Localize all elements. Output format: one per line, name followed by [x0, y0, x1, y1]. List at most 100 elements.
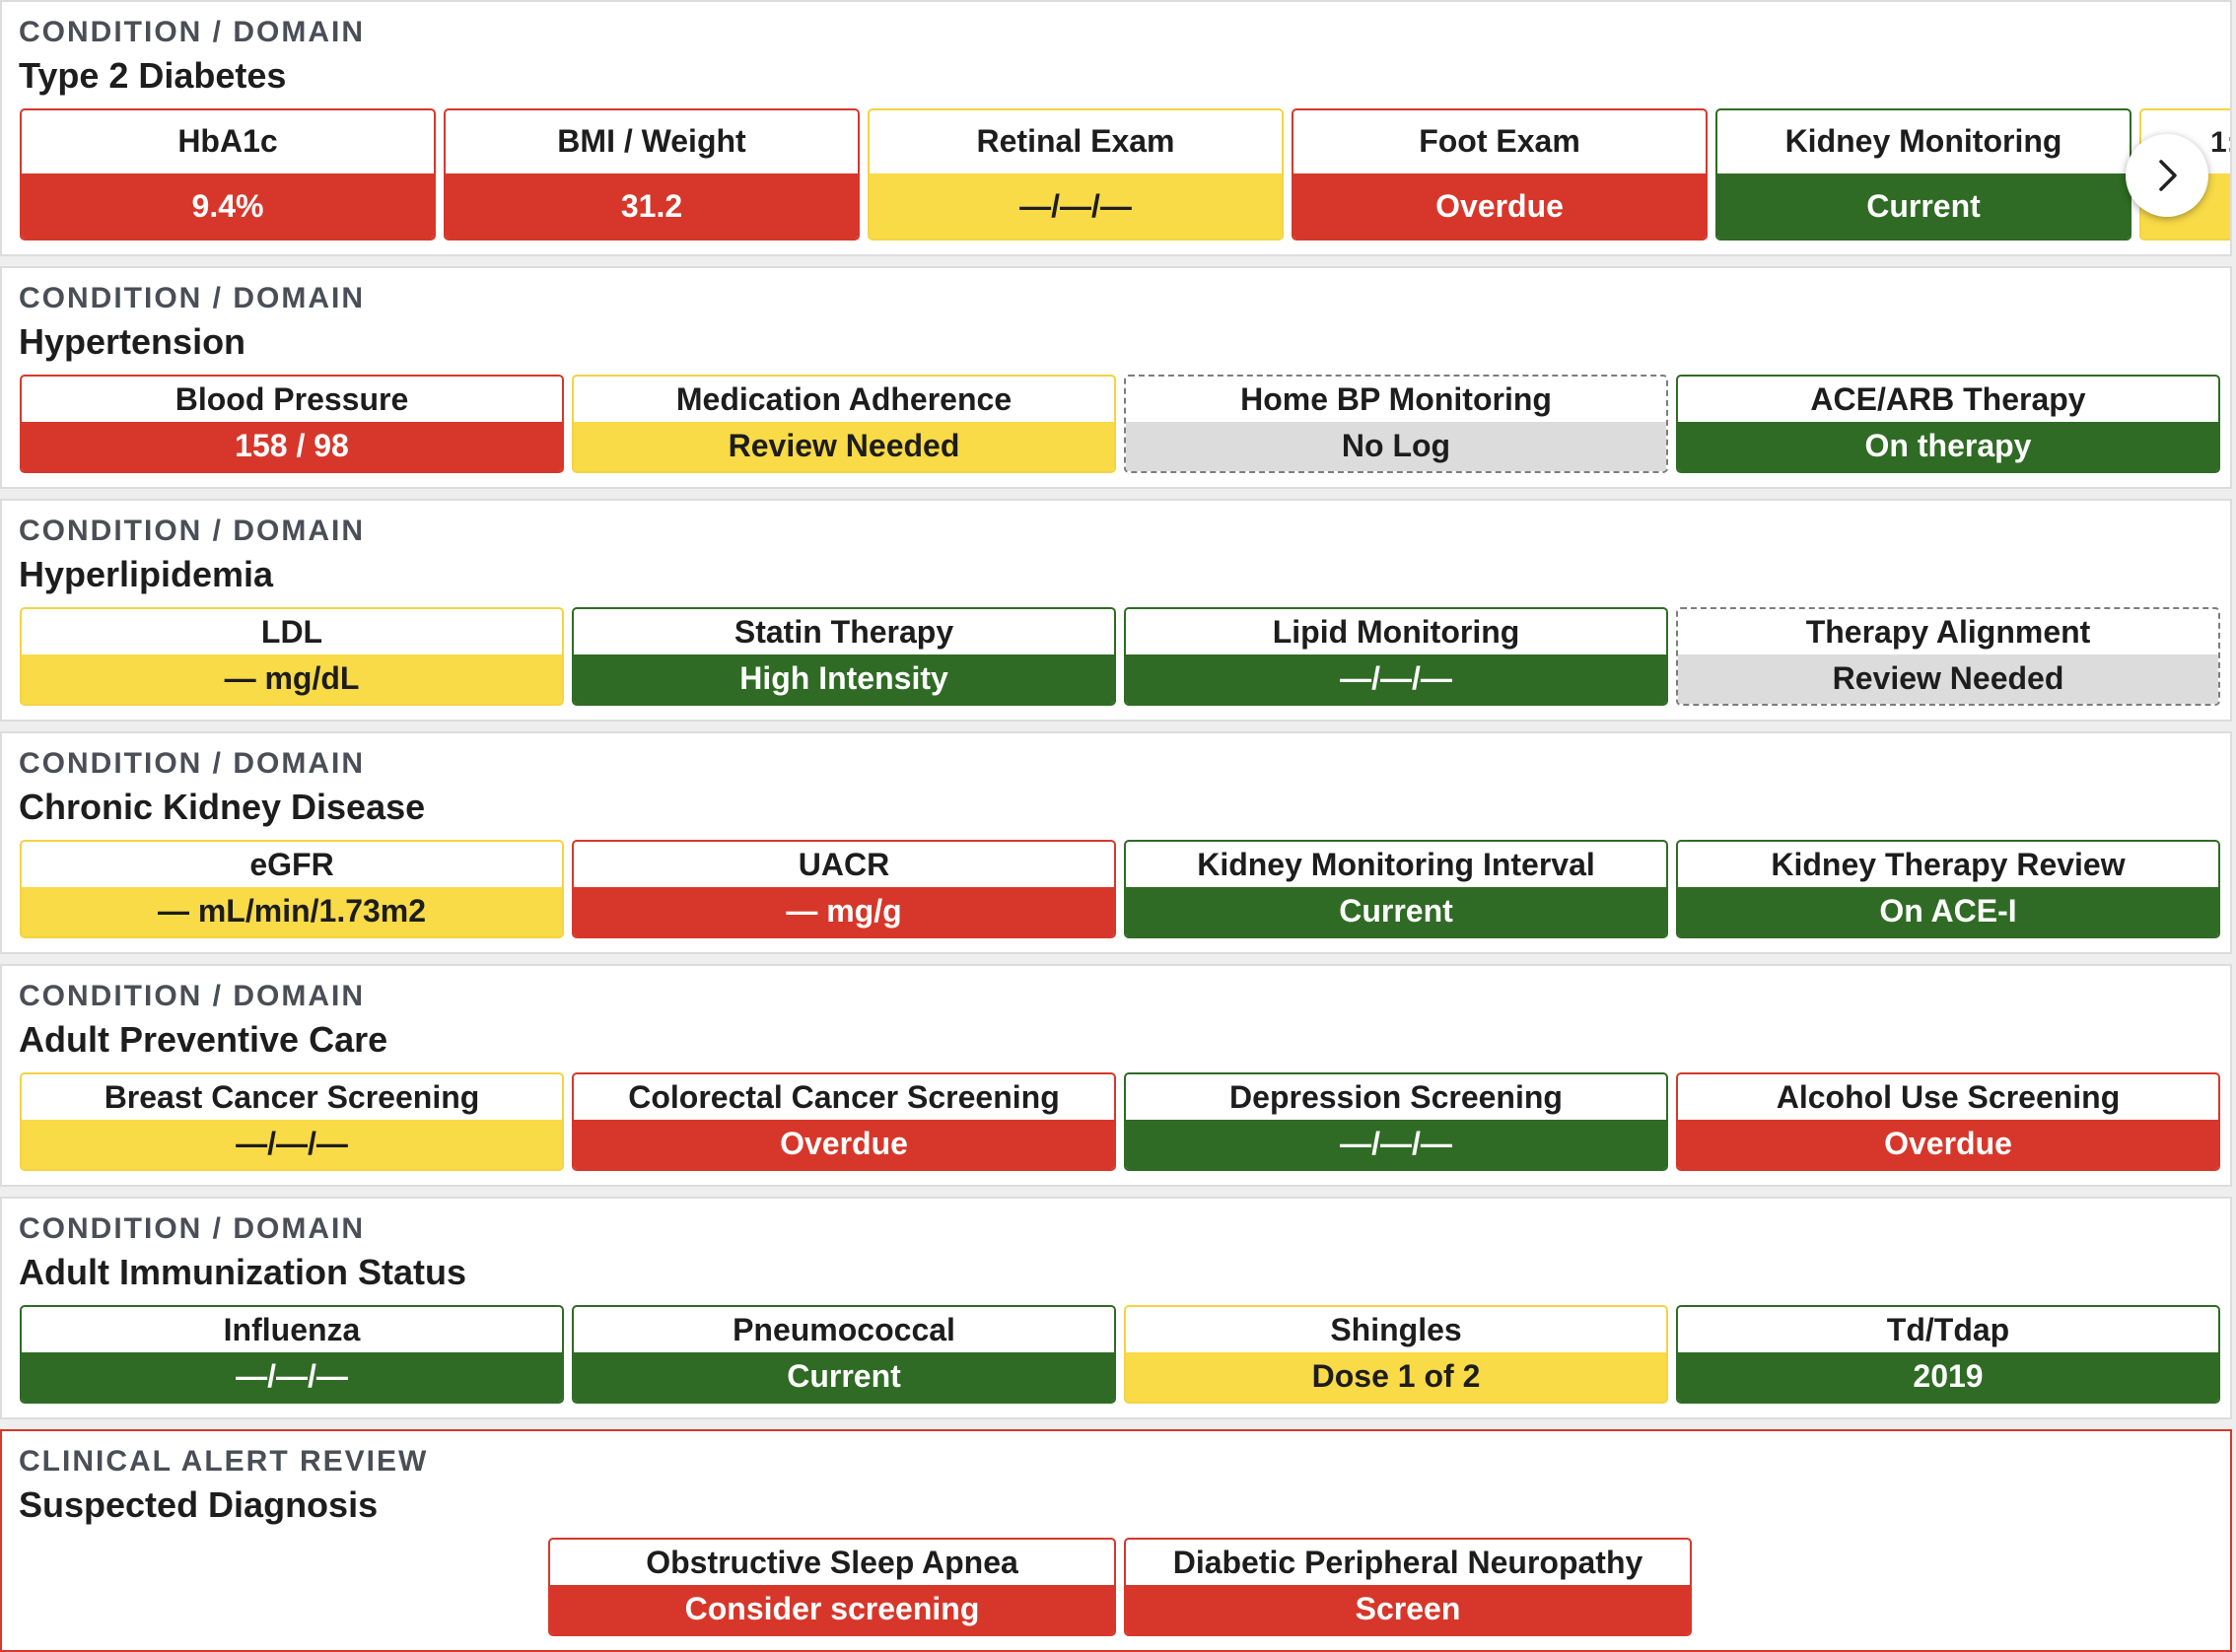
metric-card-kidney-therapy-review[interactable]: Kidney Therapy Review On ACE-I	[1676, 840, 2220, 938]
section-adult-immunization-status: CONDITION / DOMAIN Adult Immunization Sta…	[0, 1197, 2232, 1419]
section-title: Adult Immunization Status	[19, 1252, 466, 1292]
metric-status-value: Current	[1717, 173, 2130, 239]
section-kicker: CONDITION / DOMAIN	[19, 16, 365, 48]
metric-label: Medication Adherence	[574, 377, 1114, 426]
section-kicker: CLINICAL ALERT REVIEW	[19, 1445, 429, 1478]
metric-status-value: No Log	[1126, 422, 1666, 471]
metric-card-ace-arb-therapy[interactable]: ACE/ARB Therapy On therapy	[1676, 375, 2220, 473]
metric-status-value: Consider screening	[550, 1585, 1114, 1634]
metric-label: Colorectal Cancer Screening	[574, 1074, 1114, 1124]
metric-label: Diabetic Peripheral Neuropathy	[1126, 1540, 1690, 1589]
metric-card-uacr[interactable]: UACR — mg/g	[572, 840, 1116, 938]
metric-label: Foot Exam	[1293, 110, 1706, 175]
metric-card-shingles[interactable]: Shingles Dose 1 of 2	[1124, 1305, 1668, 1404]
metric-card-egfr[interactable]: eGFR — mL/min/1.73m2	[20, 840, 564, 938]
section-title: Chronic Kidney Disease	[19, 787, 426, 827]
metric-card-ldl[interactable]: LDL — mg/dL	[20, 607, 564, 706]
metric-card-foot-exam[interactable]: Foot Exam Overdue	[1292, 108, 1708, 241]
metric-status-value: On therapy	[1678, 422, 2218, 471]
section-title: Hypertension	[19, 321, 246, 362]
section-title: Hyperlipidemia	[19, 554, 274, 594]
metric-card-kidney-monitoring-interval[interactable]: Kidney Monitoring Interval Current	[1124, 840, 1668, 938]
metric-label: Obstructive Sleep Apnea	[550, 1540, 1114, 1589]
metric-label: Lipid Monitoring	[1126, 609, 1666, 658]
metric-label: BMI / Weight	[446, 110, 858, 175]
section-chronic-kidney-disease: CONDITION / DOMAIN Chronic Kidney Disease…	[0, 731, 2232, 954]
metric-status-value: Dose 1 of 2	[1126, 1352, 1666, 1402]
metric-status-value: High Intensity	[574, 654, 1114, 704]
scroll-right-button[interactable]	[2126, 134, 2208, 217]
section-adult-preventive-care: CONDITION / DOMAIN Adult Preventive Care B…	[0, 964, 2232, 1187]
metric-label: ACE/ARB Therapy	[1678, 377, 2218, 426]
metric-status-value: Review Needed	[1678, 654, 2218, 704]
section-kicker: CONDITION / DOMAIN	[19, 747, 365, 780]
metric-label: Kidney Therapy Review	[1678, 842, 2218, 891]
metric-card-alcohol-use-screening[interactable]: Alcohol Use Screening Overdue	[1676, 1072, 2220, 1171]
metric-label: LDL	[22, 609, 562, 658]
metric-card-hba1c[interactable]: HbA1c 9.4%	[20, 108, 436, 241]
metric-label: Influenza	[22, 1307, 562, 1356]
metric-card-kidney-monitoring[interactable]: Kidney Monitoring Current	[1715, 108, 2131, 241]
metric-label: Home BP Monitoring	[1126, 377, 1666, 426]
metric-label: Breast Cancer Screening	[22, 1074, 562, 1124]
metric-card-therapy-alignment[interactable]: Therapy Alignment Review Needed	[1676, 607, 2220, 706]
metric-label: Retinal Exam	[870, 110, 1282, 175]
metric-status-value: 31.2	[446, 173, 858, 239]
metric-card-influenza[interactable]: Influenza —/—/—	[20, 1305, 564, 1404]
metric-status-value: Screen	[1126, 1585, 1690, 1634]
section-hypertension: CONDITION / DOMAIN Hypertension Blood Pres…	[0, 266, 2232, 489]
metric-status-value: On ACE-I	[1678, 887, 2218, 936]
metric-card-breast-cancer-screening[interactable]: Breast Cancer Screening —/—/—	[20, 1072, 564, 1171]
metric-card-medication-adherence[interactable]: Medication Adherence Review Needed	[572, 375, 1116, 473]
metric-status-value: Overdue	[1293, 173, 1706, 239]
metric-label: Td/Tdap	[1678, 1307, 2218, 1356]
metric-label: Alcohol Use Screening	[1678, 1074, 2218, 1124]
metric-status-value: 158 / 98	[22, 422, 562, 471]
section-kicker: CONDITION / DOMAIN	[19, 1212, 365, 1245]
metric-status-value: —/—/—	[22, 1352, 562, 1402]
metric-status-value: Current	[574, 1352, 1114, 1402]
metric-label: Shingles	[1126, 1307, 1666, 1356]
metric-label: Kidney Monitoring Interval	[1126, 842, 1666, 891]
metric-status-value: —/—/—	[870, 173, 1282, 239]
section-hyperlipidemia: CONDITION / DOMAIN Hyperlipidemia LDL — mg/…	[0, 499, 2232, 722]
metric-label: Blood Pressure	[22, 377, 562, 426]
metric-label: eGFR	[22, 842, 562, 891]
metric-status-value: — mg/dL	[22, 654, 562, 704]
section-type-2-diabetes: CONDITION / DOMAIN Type 2 Diabetes HbA1c 9.…	[0, 0, 2232, 256]
metric-card-td-tdap[interactable]: Td/Tdap 2019	[1676, 1305, 2220, 1404]
metric-card-blood-pressure[interactable]: Blood Pressure 158 / 98	[20, 375, 564, 473]
metric-card-pneumococcal[interactable]: Pneumococcal Current	[572, 1305, 1116, 1404]
section-suspected-diagnosis: CLINICAL ALERT REVIEW Suspected Diagnosis…	[0, 1429, 2232, 1652]
section-title: Adult Preventive Care	[19, 1019, 388, 1060]
metric-card-obstructive-sleep-apnea[interactable]: Obstructive Sleep Apnea Consider screenin…	[548, 1538, 1116, 1636]
metric-status-value: 9.4%	[22, 173, 434, 239]
metric-label: Statin Therapy	[574, 609, 1114, 658]
metric-label: Therapy Alignment	[1678, 609, 2218, 658]
metric-card-statin-therapy[interactable]: Statin Therapy High Intensity	[572, 607, 1116, 706]
metric-label: Depression Screening	[1126, 1074, 1666, 1124]
section-title: Type 2 Diabetes	[19, 55, 287, 96]
metric-label: Kidney Monitoring	[1717, 110, 2130, 175]
metric-card-lipid-monitoring[interactable]: Lipid Monitoring —/—/—	[1124, 607, 1668, 706]
metric-label: UACR	[574, 842, 1114, 891]
metric-card-depression-screening[interactable]: Depression Screening —/—/—	[1124, 1072, 1668, 1171]
metric-card-home-bp-monitoring[interactable]: Home BP Monitoring No Log	[1124, 375, 1668, 473]
metric-card-retinal-exam[interactable]: Retinal Exam —/—/—	[868, 108, 1284, 241]
metric-card-diabetic-peripheral-neuropathy[interactable]: Diabetic Peripheral Neuropathy Screen	[1124, 1538, 1692, 1636]
section-title: Suspected Diagnosis	[19, 1484, 379, 1525]
metric-status-value: — mL/min/1.73m2	[22, 887, 562, 936]
metric-status-value: Overdue	[1678, 1120, 2218, 1169]
metric-status-value: —/—/—	[22, 1120, 562, 1169]
metric-status-value: Review Needed	[574, 422, 1114, 471]
partial-card-label: 1:	[2210, 126, 2230, 159]
metric-label: Pneumococcal	[574, 1307, 1114, 1356]
metric-card-bmi-weight[interactable]: BMI / Weight 31.2	[444, 108, 860, 241]
section-kicker: CONDITION / DOMAIN	[19, 515, 365, 547]
chevron-right-icon	[2159, 160, 2177, 191]
metric-status-value: Current	[1126, 887, 1666, 936]
metric-label: HbA1c	[22, 110, 434, 175]
metric-status-value: 2019	[1678, 1352, 2218, 1402]
metric-card-colorectal-cancer-screening[interactable]: Colorectal Cancer Screening Overdue	[572, 1072, 1116, 1171]
